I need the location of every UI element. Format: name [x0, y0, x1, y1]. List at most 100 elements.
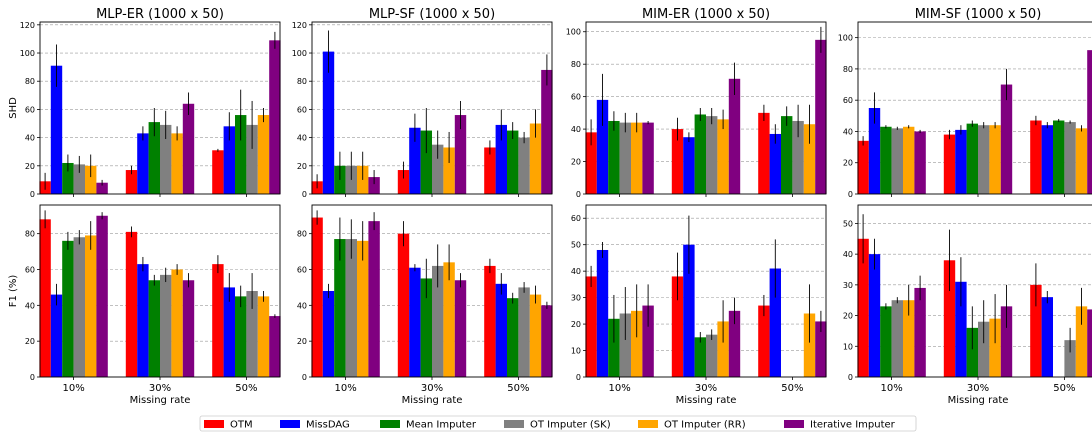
bar-1-3 [978, 125, 990, 194]
y-tick-label: 10 [843, 342, 853, 351]
bar-2-3 [518, 137, 530, 194]
x-axis-label: Missing rate [676, 395, 737, 406]
bar-1-2 [420, 130, 432, 194]
y-tick-label: 30 [843, 281, 853, 290]
y-tick-label: 100 [292, 49, 307, 58]
bar-2-1 [223, 287, 235, 377]
bar-0-4 [631, 122, 643, 194]
x-tick-label: 30% [421, 383, 443, 394]
y-tick-label: 60 [25, 105, 35, 114]
x-axis-label: Missing rate [402, 395, 463, 406]
bar-0-3 [619, 122, 631, 194]
bar-0-4 [903, 300, 915, 377]
bar-1-1 [409, 267, 421, 377]
bar-0-0 [311, 217, 323, 377]
bar-2-2 [507, 130, 519, 194]
panel-title: MLP-SF (1000 x 50) [369, 7, 495, 22]
axes-frame [311, 21, 553, 195]
bar-0-3 [891, 128, 903, 194]
y-tick-label: 30 [571, 294, 581, 303]
bar-0-5 [914, 287, 926, 377]
bar-0-2 [62, 240, 74, 377]
bar-0-5 [96, 182, 108, 194]
x-tick-label: 10% [608, 383, 630, 394]
bar-1-1 [955, 129, 967, 194]
bar-1-0 [943, 134, 956, 194]
bar-1-5 [182, 103, 195, 194]
axes-frame [857, 204, 1092, 378]
bar-0-2 [880, 306, 892, 377]
bar-1-3 [978, 321, 990, 377]
axes-frame [311, 204, 553, 378]
y-tick-label: 20 [25, 337, 35, 346]
legend-label-0: OTM [230, 420, 253, 431]
bar-0-0 [585, 132, 597, 194]
bar-2-3 [1064, 340, 1076, 377]
panel-6: 0 10 20 30 40 50 60 10% 30% 50% Missing rate [571, 204, 827, 406]
bar-0-1 [596, 99, 609, 194]
bar-0-3 [73, 164, 85, 194]
bar-2-5 [1087, 50, 1092, 195]
bar-2-5 [541, 305, 553, 377]
legend-label-1: MissDAG [306, 420, 350, 431]
bar-2-4 [1075, 306, 1088, 377]
y-tick-label: 80 [843, 65, 853, 74]
bar-2-4 [529, 294, 542, 377]
y-tick-label: 0 [576, 190, 581, 199]
y-tick-label: 60 [297, 266, 307, 275]
bar-1-1 [955, 281, 967, 377]
bar-2-1 [769, 268, 781, 377]
y-tick-label: 20 [25, 162, 35, 171]
bar-1-3 [160, 274, 172, 377]
bar-0-0 [39, 219, 51, 377]
y-tick-label: 120 [20, 21, 35, 30]
y-tick-label: 20 [843, 159, 853, 168]
axes-frame [39, 204, 281, 378]
y-tick-label: 40 [571, 125, 581, 134]
bar-0-5 [96, 215, 108, 377]
bar-1-2 [694, 114, 706, 194]
panel-2: 0 20 40 60 80 100 MIM-ER (1000 x 50) [566, 7, 827, 199]
bar-1-0 [125, 231, 138, 377]
panel-7: 0 10 20 30 40 50 10% 30% 50% Missing rate [843, 204, 1092, 406]
legend-swatch-0 [204, 420, 224, 428]
bar-1-0 [125, 170, 138, 194]
bar-2-0 [758, 112, 770, 194]
y-tick-label: 0 [30, 190, 35, 199]
bar-2-3 [246, 291, 258, 377]
bar-1-5 [728, 310, 741, 377]
x-tick-label: 50% [781, 383, 803, 394]
bar-1-2 [966, 327, 978, 377]
y-tick-label: 20 [571, 158, 581, 167]
x-axis-label: Missing rate [948, 395, 1009, 406]
y-tick-label: 40 [25, 134, 35, 143]
bar-2-2 [235, 115, 247, 194]
x-tick-label: 30% [149, 383, 171, 394]
y-tick-label: 0 [848, 190, 853, 199]
bar-2-1 [223, 126, 235, 194]
bar-1-3 [432, 144, 444, 194]
bar-2-0 [1030, 284, 1042, 377]
legend-swatch-1 [280, 420, 300, 428]
panel-0: 0 20 40 60 80 100 120 MLP-ER (1000 x 50) SHD [8, 7, 281, 199]
bar-0-4 [357, 240, 369, 377]
bar-2-2 [507, 298, 519, 377]
bar-1-4 [171, 133, 183, 194]
y-tick-label: 40 [25, 301, 35, 310]
bar-2-5 [815, 39, 827, 194]
y-tick-label: 120 [292, 21, 307, 30]
y-tick-label: 80 [297, 77, 307, 86]
legend: OTM MissDAG Mean Imputer OT Imputer (SK) OT … [199, 415, 917, 432]
bar-2-5 [269, 316, 281, 377]
bar-2-4 [257, 296, 270, 377]
bar-2-0 [484, 265, 496, 377]
legend-label-2: Mean Imputer [406, 420, 477, 431]
y-tick-label: 40 [297, 301, 307, 310]
x-axis-label: Missing rate [130, 395, 191, 406]
bar-1-5 [1000, 306, 1013, 377]
bar-2-0 [758, 305, 770, 377]
bar-1-2 [148, 122, 160, 194]
bar-2-4 [803, 124, 816, 194]
bar-1-4 [171, 269, 183, 377]
